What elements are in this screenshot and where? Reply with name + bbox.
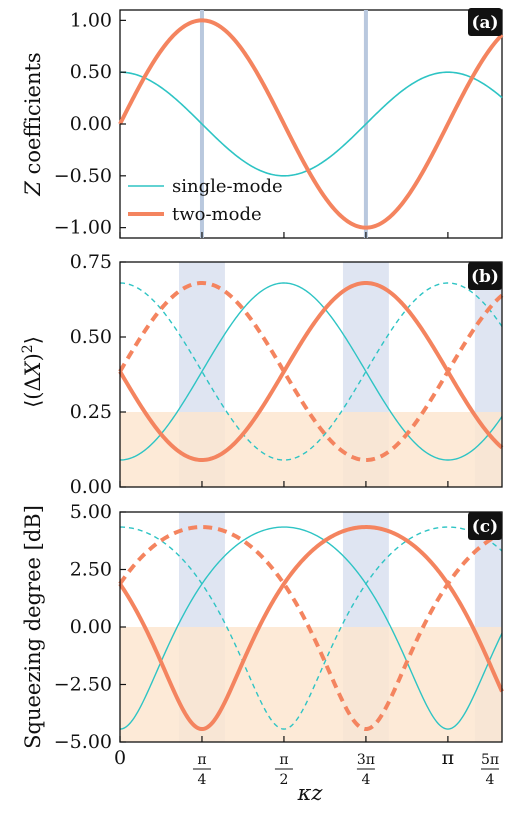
panel-c-tag: (c) (468, 512, 502, 540)
two-mode-solid-curve (118, 280, 504, 463)
panel-a-content (118, 10, 504, 238)
ytick-label: −0.50 (54, 165, 112, 187)
xtick-label-denominator: 4 (486, 772, 495, 788)
x-axis-label: κz (297, 781, 324, 805)
xtick-label-denominator: 4 (198, 772, 207, 788)
ytick-label: 0.00 (70, 616, 112, 638)
two-mode-dashed-curve (118, 280, 504, 463)
two-mode-curve (118, 18, 504, 230)
panel-a-yticks: 1.00 0.50 0.00 −0.50 −1.00 (54, 9, 449, 239)
x-axis-ticks: 0 π 4 π 2 3π 4 π 5π 4 (114, 747, 499, 788)
ytick-label: 0.00 (70, 113, 112, 135)
single-mode-solid-curve (119, 526, 503, 730)
panel-c-content (118, 512, 504, 742)
two-mode-solid-curve (118, 525, 504, 732)
panel-a-ylabel: Z coefficients (21, 52, 45, 196)
panel-c-yticks: 5.00 2.50 0.00 −2.50 −5.00 (54, 501, 449, 753)
single-mode-dashed-curve (119, 282, 503, 461)
legend-two-mode-label: two-mode (172, 204, 262, 225)
ytick-label: 0.50 (70, 326, 112, 348)
ytick-label: 0.50 (70, 61, 112, 83)
ytick-label: −1.00 (54, 217, 112, 239)
panel-c-ylabel: Squeezing degree [dB] (21, 505, 45, 749)
ytick-label: −5.00 (54, 731, 112, 753)
legend-single-mode-label: single-mode (172, 176, 283, 197)
xtick-label-numerator: 3π (357, 752, 375, 768)
ytick-label: 1.00 (70, 9, 112, 31)
panel-c-tag-text: (c) (472, 517, 498, 537)
ytick-label: −2.50 (54, 674, 112, 696)
xtick-label: π (442, 747, 455, 769)
panel-b: 0.75 0.50 0.25 0.00 ⟨(ΔX)2⟩ (b) (20, 251, 504, 498)
panel-b-tag: (b) (468, 262, 502, 290)
panel-b-yticks: 0.75 0.50 0.25 0.00 (70, 251, 449, 498)
ytick-label: 2.50 (70, 559, 112, 581)
xtick-label-denominator: 4 (361, 772, 370, 788)
panel-b-content (118, 262, 504, 487)
ytick-label: 5.00 (70, 501, 112, 523)
panel-c: 5.00 2.50 0.00 −2.50 −5.00 Squeezing degree … (21, 501, 504, 753)
xtick-label-numerator: 5π (481, 752, 499, 768)
single-mode-curve (119, 71, 503, 177)
panel-b-tag-text: (b) (471, 267, 499, 287)
two-mode-dashed-curve (118, 525, 503, 732)
panel-a: 1.00 0.50 0.00 −0.50 −1.00 Z coefficients (a… (21, 8, 504, 239)
squeezing-region (120, 412, 502, 487)
panel-a-tag-text: (a) (471, 13, 498, 33)
ytick-label: 0.25 (70, 401, 112, 423)
xtick-label-numerator: π (197, 752, 206, 768)
ytick-label: 0.75 (70, 251, 112, 273)
xtick-label: 0 (114, 747, 126, 769)
single-mode-solid-curve (119, 282, 503, 461)
squeezing-region (120, 627, 502, 742)
legend: single-mode two-mode (128, 176, 283, 225)
single-mode-dashed-curve (119, 526, 503, 730)
xtick-label-denominator: 2 (279, 772, 288, 788)
xtick-label-numerator: π (279, 752, 288, 768)
ytick-label: 0.00 (70, 476, 112, 498)
panel-b-ylabel: ⟨(ΔX)2⟩ (20, 336, 45, 408)
panel-b-frame (119, 261, 503, 488)
panel-a-tag: (a) (468, 8, 502, 36)
